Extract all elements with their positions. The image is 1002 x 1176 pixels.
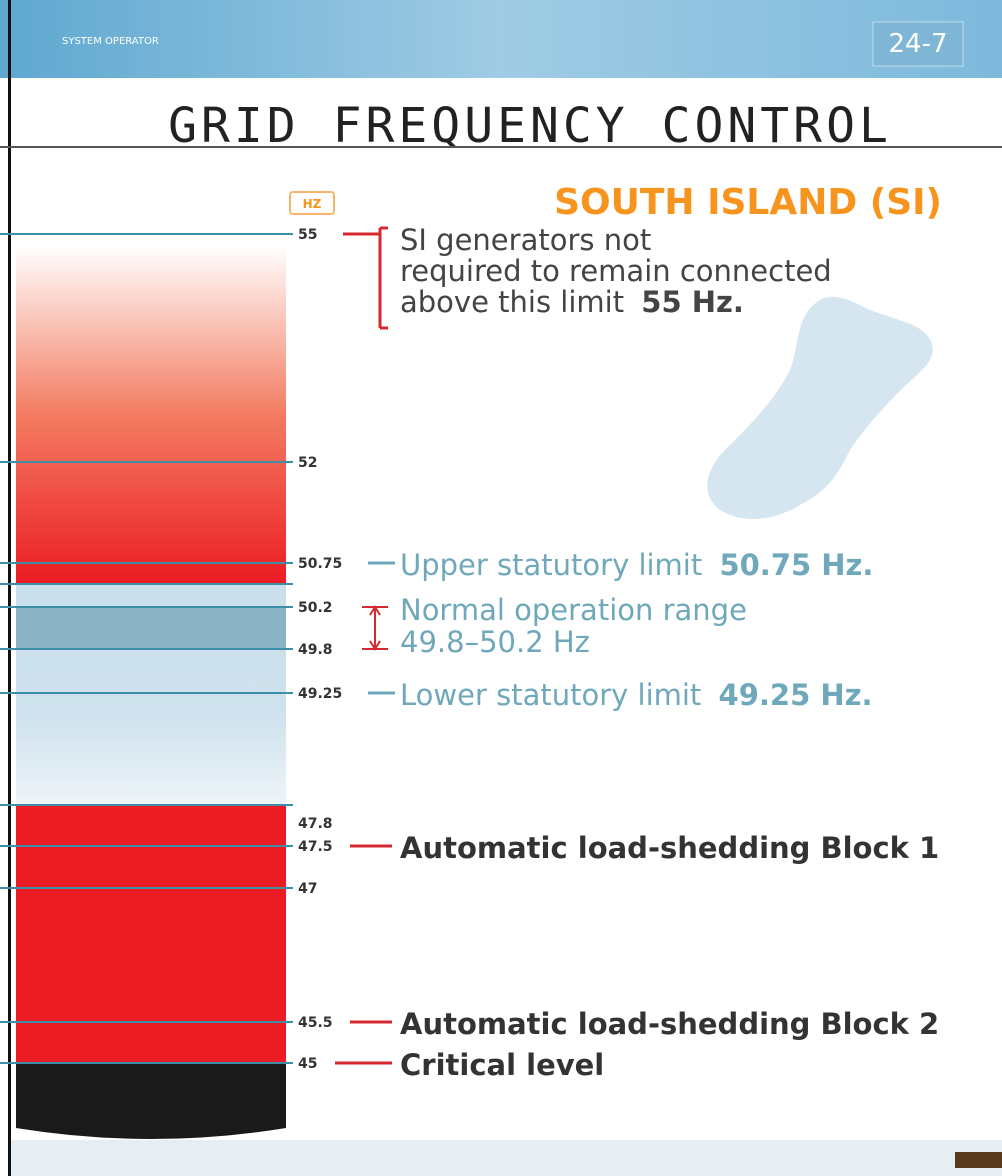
generators-note: SI generators not required to remain con… bbox=[400, 223, 841, 319]
scale-label: 52 bbox=[298, 455, 317, 471]
range-bracket bbox=[362, 605, 388, 651]
footer-logo bbox=[955, 1152, 1002, 1168]
critical: Critical level bbox=[400, 1048, 604, 1082]
note-line: required to remain connected bbox=[400, 254, 832, 288]
title: GRID FREQUENCY CONTROL bbox=[168, 98, 892, 154]
note-line: above this limit bbox=[400, 285, 624, 319]
lower-limit: Lower statutory limit 49.25 Hz. bbox=[400, 678, 873, 712]
normal-range: Normal operation range 49.8–50.2 Hz bbox=[400, 593, 756, 659]
limit-text: Lower statutory limit bbox=[400, 678, 701, 712]
scale-label: 47 bbox=[298, 881, 317, 897]
map-silhouette bbox=[707, 296, 933, 520]
normal-band bbox=[16, 607, 286, 649]
upper-limit: Upper statutory limit 50.75 Hz. bbox=[400, 548, 873, 582]
scale-label: 50.75 bbox=[298, 556, 342, 572]
note-line: SI generators not bbox=[400, 223, 651, 257]
limit-value: 49.25 Hz. bbox=[719, 678, 873, 712]
scale-label: 49.8 bbox=[298, 642, 333, 658]
unit: HZ bbox=[303, 197, 322, 211]
scale-label: 47.8 bbox=[298, 816, 333, 832]
subtitle: SOUTH ISLAND (SI) bbox=[554, 182, 942, 223]
footer bbox=[11, 1140, 1002, 1176]
scale-label: 45.5 bbox=[298, 1015, 333, 1031]
org-name: SYSTEM OPERATOR bbox=[62, 36, 159, 47]
unit-badge bbox=[289, 191, 335, 215]
scale-label: 45 bbox=[298, 1056, 317, 1072]
note-value: 55 Hz. bbox=[641, 285, 744, 319]
block2: Automatic load-shedding Block 2 bbox=[400, 1007, 939, 1041]
bracket bbox=[343, 226, 388, 330]
scale-label: 50.2 bbox=[298, 600, 333, 616]
range-line: 49.8–50.2 Hz bbox=[400, 625, 590, 659]
high-zone bbox=[16, 245, 286, 583]
low-zone bbox=[16, 805, 286, 1063]
badge-box bbox=[872, 21, 964, 67]
header-band bbox=[0, 0, 1002, 78]
border bbox=[8, 0, 11, 1176]
badge: 24-7 bbox=[888, 29, 947, 59]
limit-value: 50.75 Hz. bbox=[719, 548, 873, 582]
scale-label: 55 bbox=[298, 227, 317, 243]
scale-label: 47.5 bbox=[298, 839, 333, 855]
range-line: Normal operation range bbox=[400, 593, 747, 627]
scale-label: 49.25 bbox=[298, 686, 342, 702]
critical-zone bbox=[16, 1063, 286, 1139]
block1: Automatic load-shedding Block 1 bbox=[400, 831, 939, 865]
limit-text: Upper statutory limit bbox=[400, 548, 702, 582]
